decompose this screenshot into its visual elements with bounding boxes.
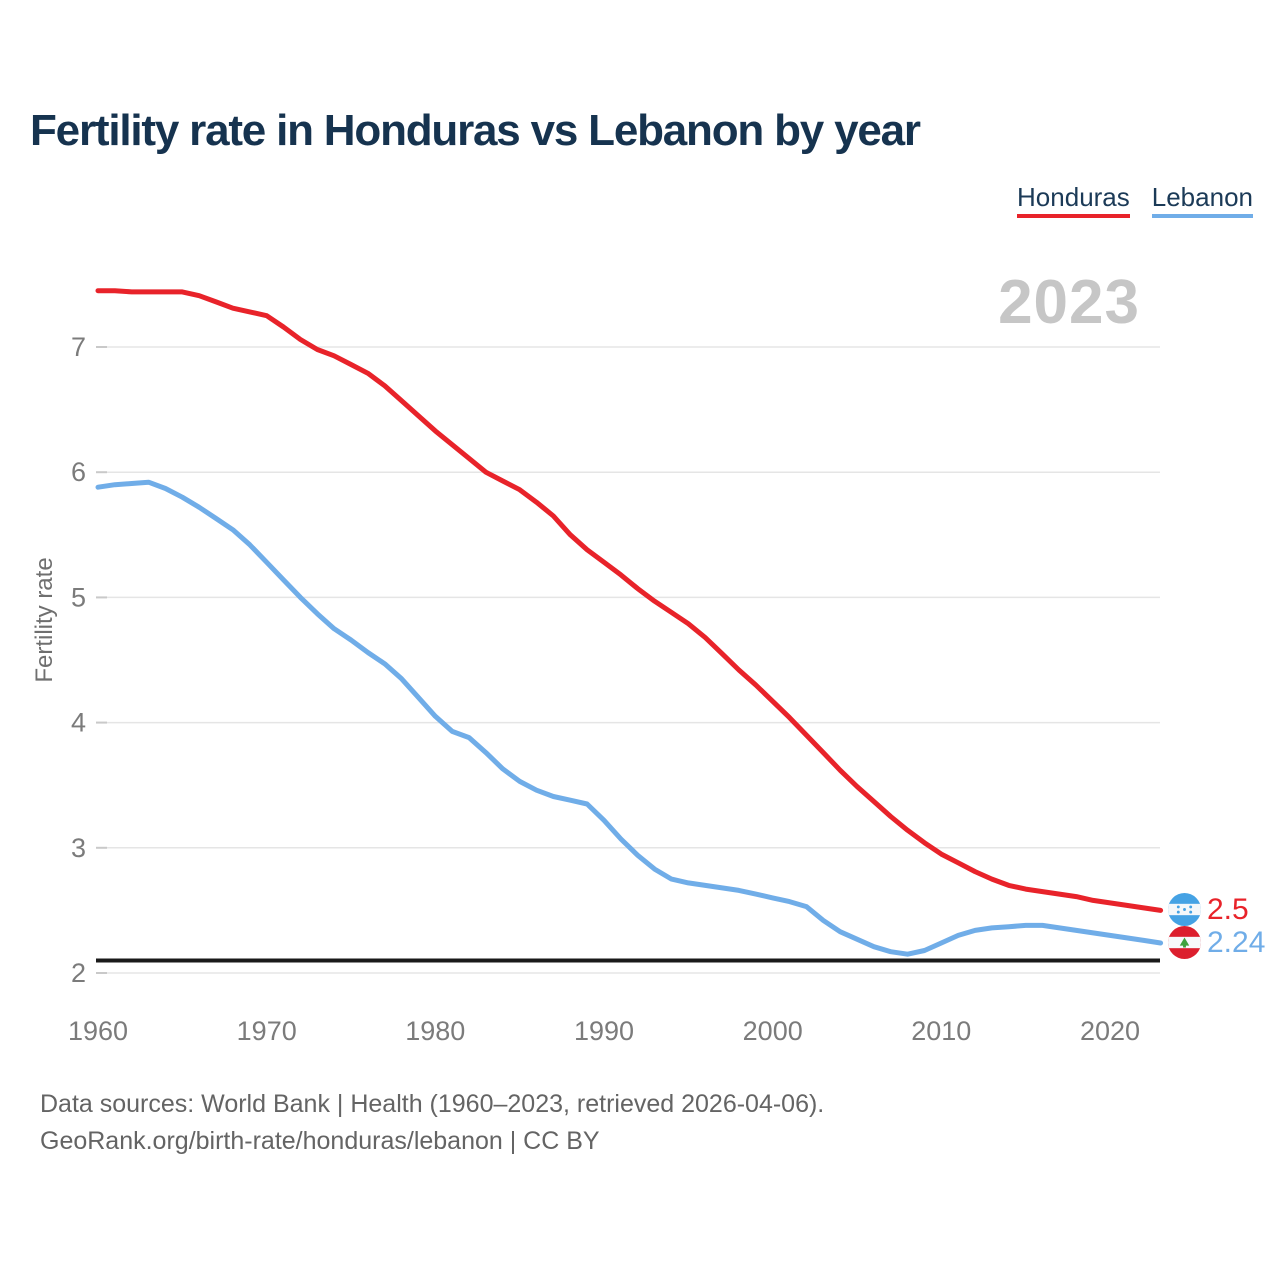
footer-attribution: GeoRank.org/birth-rate/honduras/lebanon … (40, 1127, 600, 1155)
x-tick-label: 1960 (68, 1016, 128, 1046)
y-tick-label: 7 (71, 332, 86, 362)
legend: Honduras Lebanon (1017, 184, 1253, 218)
year-watermark: 2023 (998, 268, 1140, 337)
lebanon-flag-icon (1168, 926, 1201, 959)
x-tick-label: 2000 (743, 1016, 803, 1046)
page-title: Fertility rate in Honduras vs Lebanon by… (30, 106, 921, 155)
honduras-end-label: 2.5 (1168, 893, 1249, 926)
y-tick-label: 5 (71, 582, 86, 612)
y-tick-label: 3 (71, 833, 86, 863)
x-tick-label: 1970 (237, 1016, 297, 1046)
footer: Data sources: World Bank | Health (1960–… (40, 1086, 824, 1160)
y-tick-label: 2 (71, 958, 86, 988)
lebanon-end-value: 2.24 (1207, 925, 1266, 959)
x-tick-label: 1990 (574, 1016, 634, 1046)
legend-item-lebanon[interactable]: Lebanon (1151, 184, 1253, 218)
honduras-flag-icon (1168, 893, 1201, 926)
lebanon-end-label: 2.24 (1168, 926, 1265, 959)
honduras-line[interactable] (95, 288, 1164, 913)
y-tick-label: 4 (71, 708, 86, 738)
lebanon-line[interactable] (95, 479, 1164, 957)
footer-sources: Data sources: World Bank | Health (1960–… (40, 1090, 825, 1118)
x-tick-label: 1980 (405, 1016, 465, 1046)
y-tick-label: 6 (71, 457, 86, 487)
honduras-end-value: 2.5 (1207, 892, 1249, 926)
x-tick-label: 2010 (911, 1016, 971, 1046)
legend-item-honduras[interactable]: Honduras (1017, 184, 1130, 218)
x-tick-label: 2020 (1080, 1016, 1140, 1046)
